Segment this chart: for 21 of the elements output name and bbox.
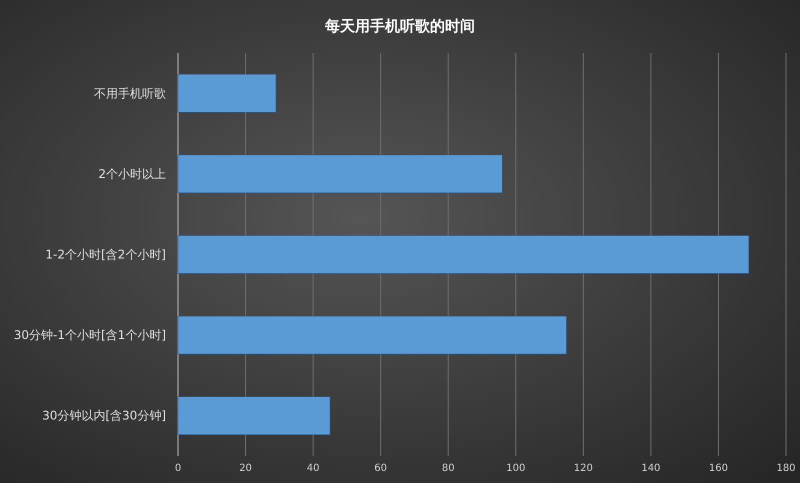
x-tick-label: 120	[574, 463, 593, 474]
bar	[178, 154, 503, 194]
y-tick-label: 30分钟-1个小时[含1个小时]	[14, 328, 166, 342]
y-tick-label: 2个小时以上	[98, 166, 166, 181]
x-tick-label: 80	[442, 463, 455, 474]
x-tick-label: 20	[239, 463, 252, 474]
y-tick-label: 不用手机听歌	[94, 86, 166, 100]
x-tick-label: 160	[708, 463, 728, 474]
bar	[178, 396, 330, 435]
y-tick-label: 30分钟以内[含30分钟]	[42, 408, 166, 423]
x-tick-label: 140	[641, 463, 660, 474]
chart-title: 每天用手机听歌的时间	[324, 17, 475, 35]
x-tick-label: 180	[776, 463, 796, 474]
bar	[178, 316, 567, 354]
bar	[178, 74, 276, 112]
bar	[178, 235, 750, 274]
x-tick-label: 60	[374, 463, 388, 474]
y-tick-label: 1-2个小时[含2个小时]	[45, 248, 166, 262]
x-tick-label: 100	[506, 463, 526, 474]
x-tick-label: 0	[174, 463, 182, 474]
x-tick-label: 40	[306, 463, 320, 474]
